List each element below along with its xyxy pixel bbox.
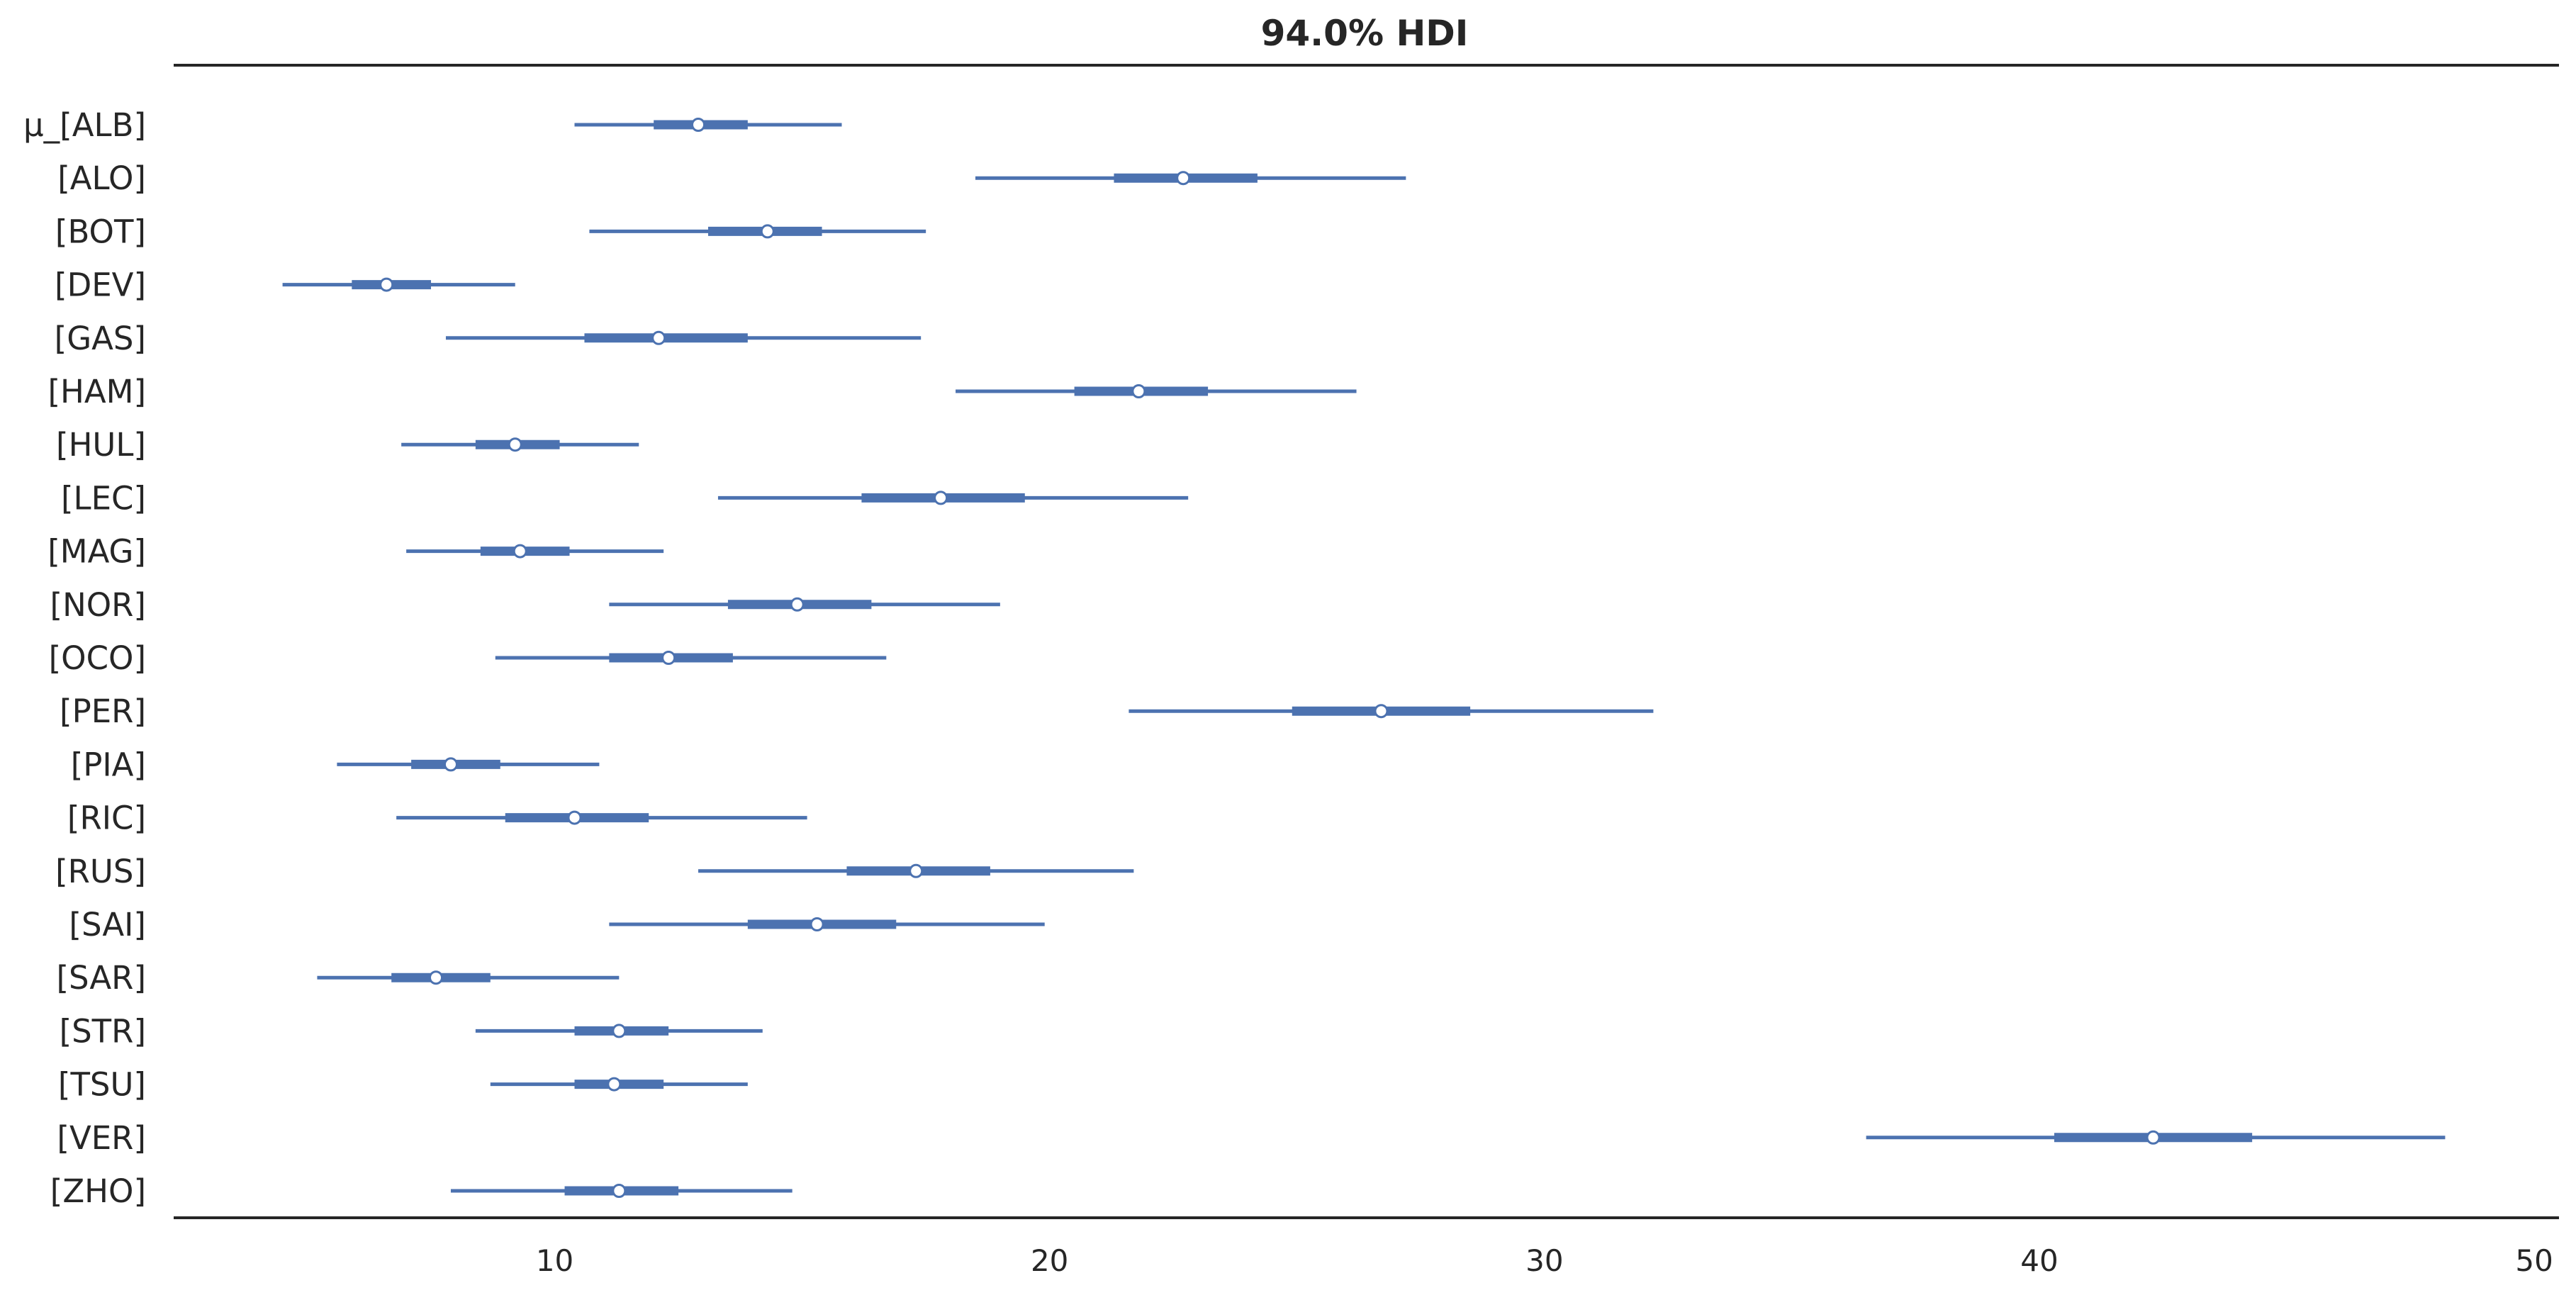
forest-row: [MAG] (47, 533, 664, 571)
row-label: [TSU] (58, 1066, 146, 1104)
median-point (661, 651, 676, 665)
row-label: [GAS] (55, 320, 146, 357)
median-point (810, 917, 824, 931)
row-label: [SAR] (56, 959, 146, 997)
median-point (909, 863, 924, 878)
row-label: [HUL] (56, 426, 146, 464)
median-point (691, 118, 706, 132)
median-point (508, 437, 522, 452)
row-label: [NOR] (50, 586, 146, 624)
row-label: [ZHO] (50, 1172, 146, 1210)
median-point (651, 330, 666, 345)
forest-row: [PIA] (71, 746, 600, 783)
median-point (612, 1184, 627, 1198)
forest-row: [NOR] (50, 586, 1000, 624)
forest-row: [STR] (60, 1012, 763, 1050)
forest-row: [ALO] (57, 159, 1406, 197)
forest-row: [RIC] (67, 800, 807, 837)
forest-row: [VER] (57, 1119, 2446, 1157)
forest-row: [TSU] (58, 1066, 748, 1104)
median-point (607, 1077, 622, 1092)
x-axis-ticks: 10 20 30 40 50 (536, 1243, 2553, 1278)
forest-row: [ZHO] (50, 1172, 793, 1210)
chart-title: 94.0% HDI (1261, 13, 1469, 54)
forest-rows: μ_[ALB] [ALO] [BOT] [DEV] [GAS] [HAM] [HUL] [LE… (23, 106, 2446, 1210)
median-point (790, 597, 805, 612)
row-label: [PER] (60, 693, 146, 730)
row-label: [PIA] (71, 746, 146, 783)
median-point (429, 970, 444, 985)
row-label: μ_[ALB] (23, 106, 146, 144)
median-point (612, 1024, 627, 1038)
median-point (1131, 384, 1146, 398)
x-tick-label: 30 (1525, 1243, 1563, 1278)
forest-row: [HUL] (56, 426, 639, 464)
x-tick-label: 20 (1031, 1243, 1068, 1278)
forest-row: [GAS] (55, 320, 922, 357)
forest-row: [DEV] (55, 267, 515, 304)
forest-row: [SAR] (56, 959, 620, 997)
row-label: [RUS] (55, 853, 146, 890)
row-label: [SAI] (69, 906, 146, 943)
median-point (1176, 171, 1191, 186)
row-label: [RIC] (67, 800, 146, 837)
median-point (934, 491, 948, 505)
row-label: [OCO] (49, 639, 146, 677)
x-tick-label: 40 (2020, 1243, 2058, 1278)
forest-row: [RUS] (55, 853, 1134, 890)
row-label: [LEC] (61, 479, 146, 517)
median-point (443, 757, 458, 772)
row-label: [VER] (57, 1119, 146, 1157)
row-label: [STR] (60, 1012, 146, 1050)
median-point (379, 277, 394, 292)
forest-row: [OCO] (49, 639, 887, 677)
row-label: [HAM] (47, 373, 146, 410)
median-point (2146, 1130, 2161, 1145)
forest-row: μ_[ALB] (23, 106, 842, 144)
row-label: [MAG] (47, 533, 146, 571)
row-label: [DEV] (55, 267, 146, 304)
forest-row: [SAI] (69, 906, 1045, 943)
median-point (760, 224, 775, 239)
forest-row: [BOT] (55, 213, 926, 250)
median-point (567, 810, 582, 825)
forest-row: [HAM] (47, 373, 1357, 410)
forest-row: [LEC] (61, 479, 1189, 517)
median-point (1374, 704, 1389, 719)
forest-row: [PER] (60, 693, 1654, 730)
row-label: [BOT] (55, 213, 146, 250)
x-tick-label: 10 (536, 1243, 573, 1278)
x-tick-label: 50 (2515, 1243, 2553, 1278)
row-label: [ALO] (57, 159, 146, 197)
median-point (513, 544, 527, 559)
